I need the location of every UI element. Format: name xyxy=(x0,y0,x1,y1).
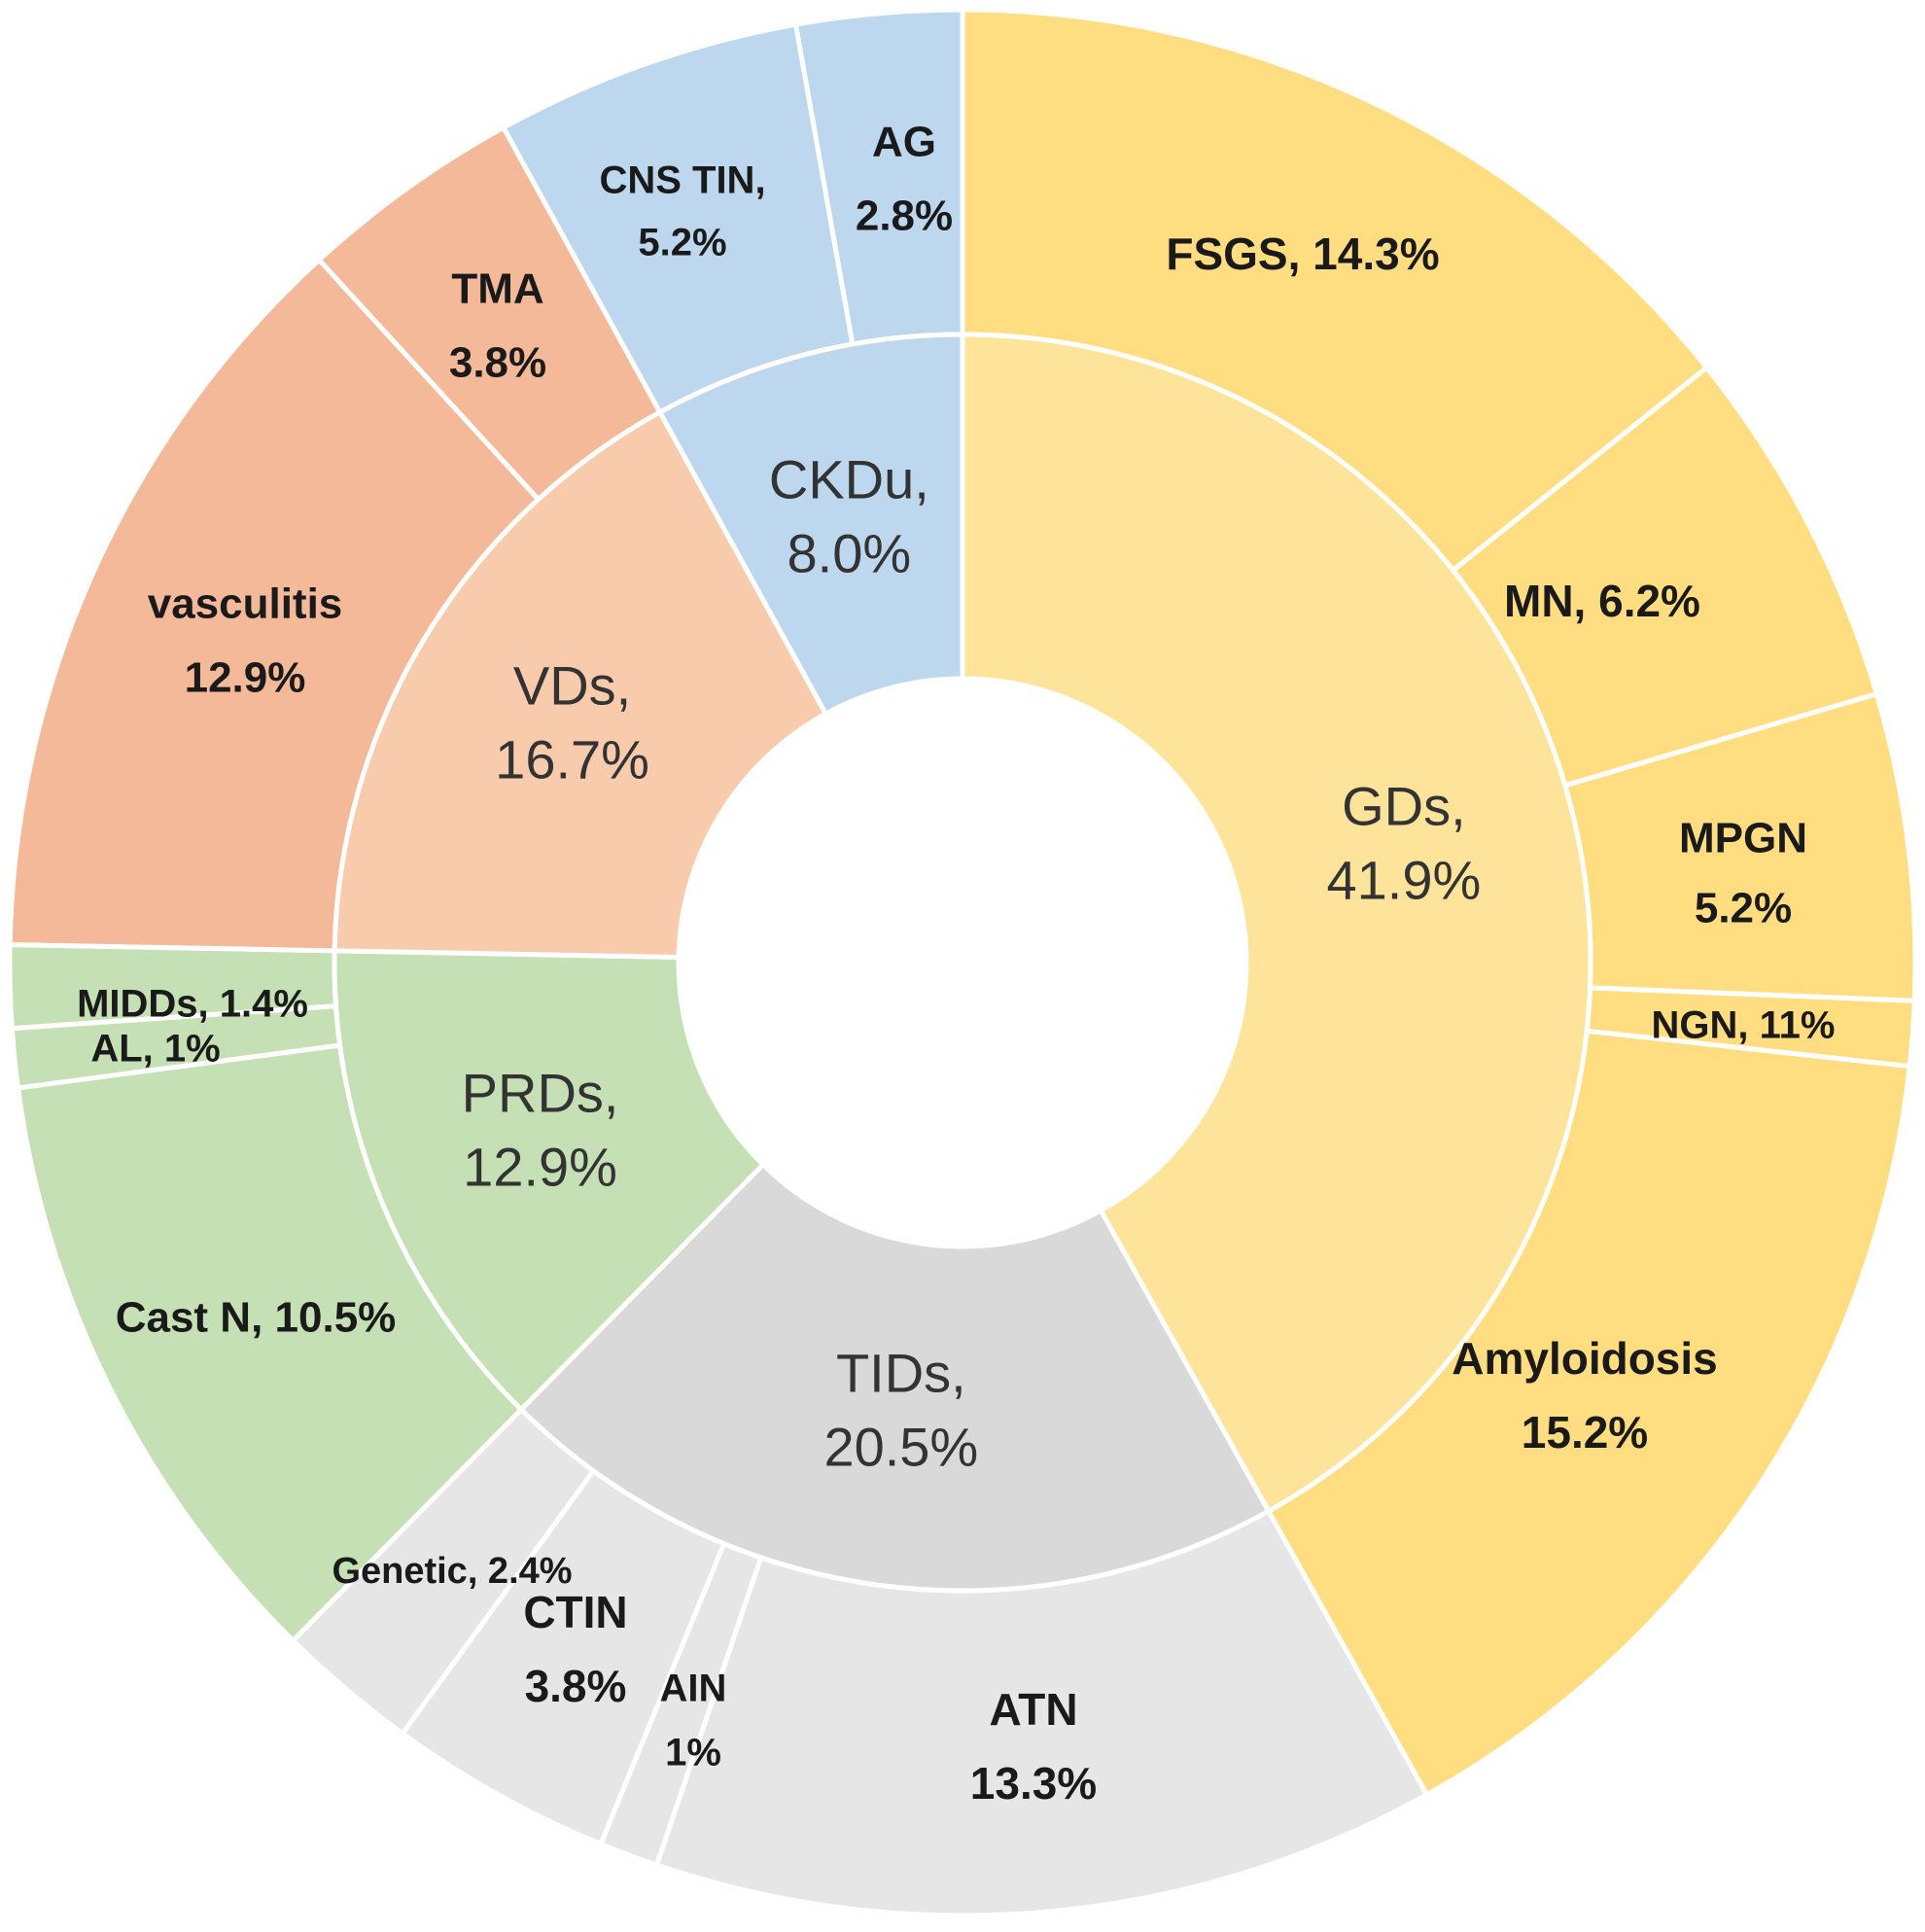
inner-label-prds: PRDs, 12.9% xyxy=(462,1063,619,1198)
inner-ring xyxy=(332,332,1593,1594)
inner-segment-tids xyxy=(517,1161,1273,1594)
outer-label-cast-n: Cast N, 10.5% xyxy=(116,1294,397,1342)
outer-label-ngn: NGN, 11% xyxy=(1652,1004,1836,1047)
outer-label-vasculitis: vasculitis 12.9% xyxy=(148,580,343,702)
outer-label-atn: ATN 13.3% xyxy=(970,1684,1097,1809)
chart-labels: GDs, 41.9% TIDs, 20.5% PRDs, 12.9% VDs, 16.7% CK… xyxy=(77,119,1835,1809)
inner-segment-vds xyxy=(332,408,829,961)
outer-label-mpgn: MPGN 5.2% xyxy=(1679,815,1807,932)
outer-label-mn: MN, 6.2% xyxy=(1504,576,1700,626)
inner-segment-prds xyxy=(332,948,767,1414)
outer-label-midds: MIDDs, 1.4% xyxy=(77,983,308,1026)
inner-label-vds: VDs, 16.7% xyxy=(495,654,649,790)
outer-label-cns-tin: CNS TIN, 5.2% xyxy=(599,159,765,264)
inner-label-tids: TIDs, 20.5% xyxy=(823,1343,978,1478)
outer-label-tma: TMA 3.8% xyxy=(449,265,546,387)
outer-label-ain: AIN 1% xyxy=(660,1668,727,1774)
inner-label-gds: GDs, 41.9% xyxy=(1326,776,1481,911)
outer-label-al: AL, 1% xyxy=(90,1028,220,1071)
outer-label-ctin: CTIN 3.8% xyxy=(523,1587,627,1711)
outer-label-fsgs: FSGS, 14.3% xyxy=(1166,228,1439,279)
outer-label-amyloidosis: Amyloidosis 15.2% xyxy=(1452,1333,1718,1458)
outer-label-genetic: Genetic, 2.4% xyxy=(332,1551,572,1592)
inner-label-ckdu: CKDu, 8.0% xyxy=(769,449,929,584)
outer-ring xyxy=(7,7,1918,1918)
inner-segment-ckdu xyxy=(656,332,965,718)
inner-segment-gds xyxy=(960,332,1593,1515)
outer-label-ag: AG 2.8% xyxy=(856,119,953,240)
